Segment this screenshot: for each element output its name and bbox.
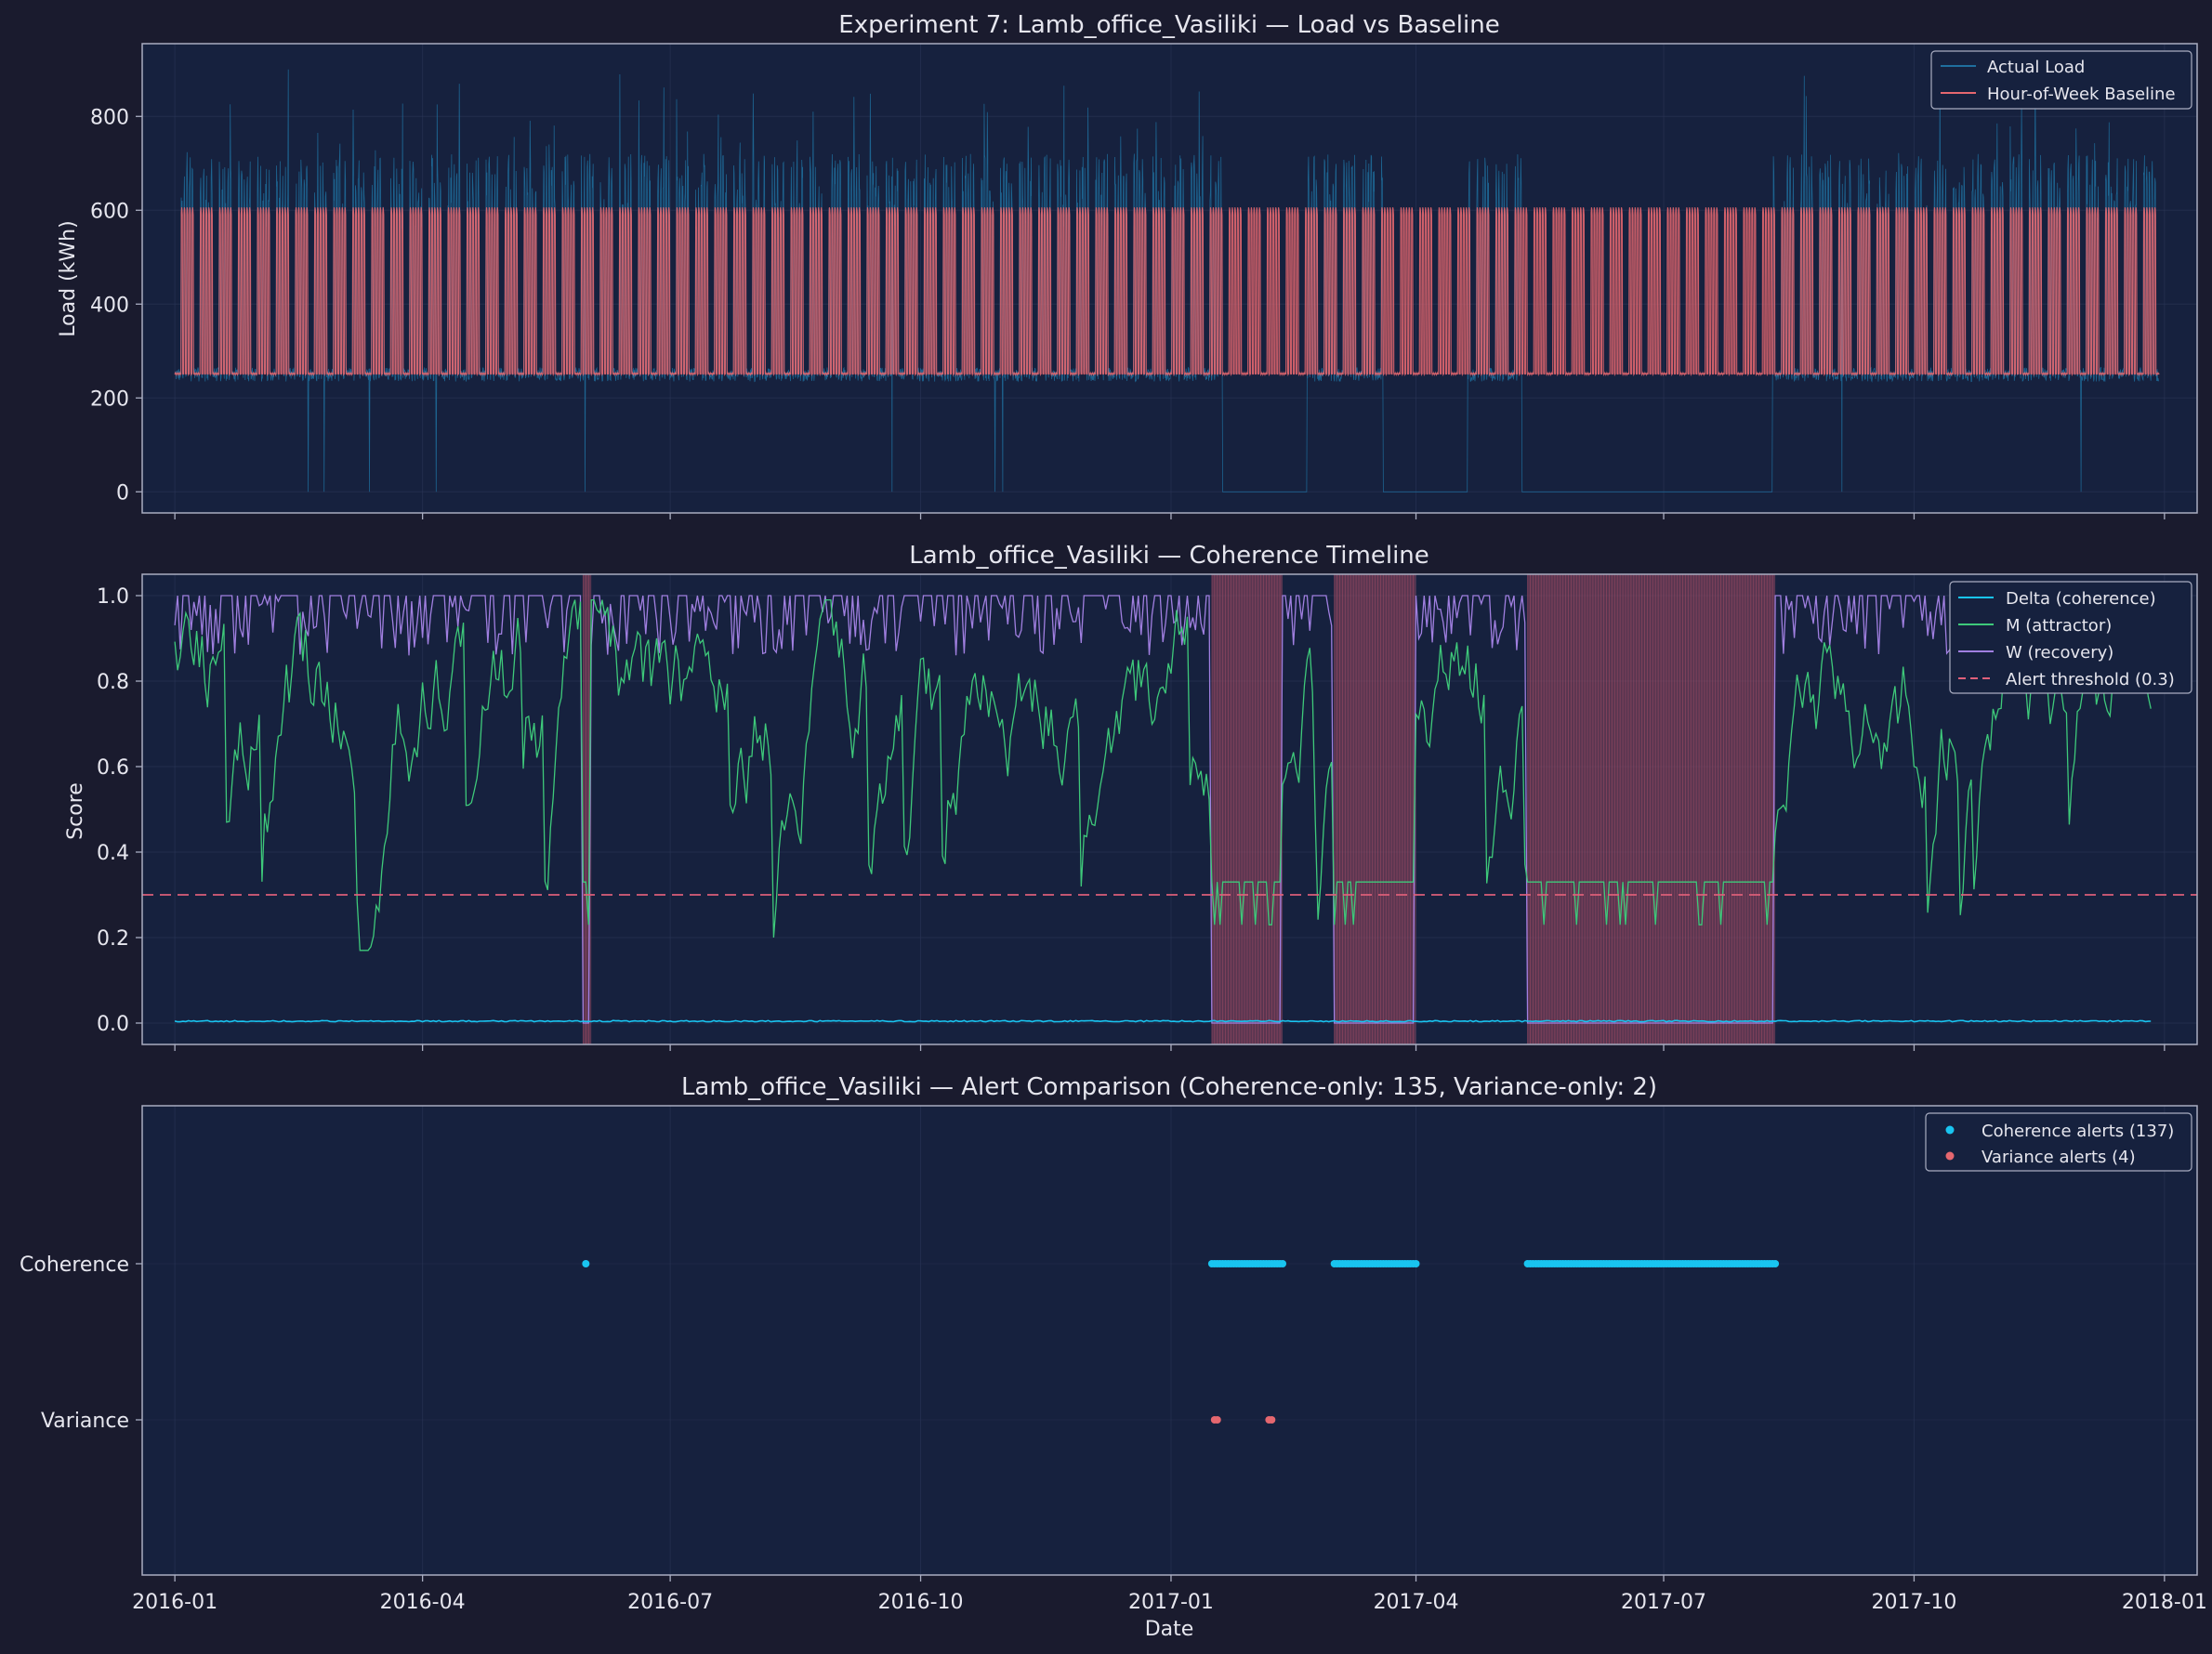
load-plot-area [174,65,2160,492]
alerts-legend-box [1925,1112,2192,1172]
y-tick-label: 600 [90,200,129,223]
y-tick-label: 200 [90,387,129,411]
load-y-axis-label: Load (kWh) [57,220,80,336]
coherence-alert-point [1279,1260,1287,1267]
coherence-alerts-legend-swatch [1945,1125,1955,1135]
delta-legend-label: Delta (coherence) [2006,589,2156,609]
y-tick-label: Variance [41,1410,129,1433]
y-tick-label: 0.2 [97,927,129,951]
baseline-legend-label: Hour-of-Week Baseline [1987,85,2176,104]
x-tick-label: 2017-10 [1871,1591,1956,1614]
alert-period-band [1527,574,1776,1044]
x-tick-label: 2018-01 [2122,1591,2207,1614]
alerts-chart-title: Lamb_office_Vasiliki — Alert Comparison … [681,1073,1657,1101]
load-legend-box [1930,50,2192,110]
threshold-legend-label: Alert threshold (0.3) [2006,670,2175,689]
alerts-x-ticks: 2016-01 2016-04 2016-07 2016-10 2017-01 2017-… [132,1575,2207,1614]
alerts-axes-frame [141,1105,2198,1576]
coherence-y-axis-label: Score [64,782,87,840]
y-tick-label: 0 [116,481,129,505]
coherence-x-ticks [174,1044,2166,1051]
coherence-legend-box [1949,581,2192,694]
y-tick-label: 0.4 [97,842,129,865]
load-y-ticks: 0 200 400 600 800 [90,106,142,505]
coherence-axes-background [142,574,2197,1044]
actual-load-legend-label: Actual Load [1987,58,2085,77]
variance-alerts-legend-swatch [1945,1151,1955,1161]
coherence-plot-area [142,593,2197,1024]
coherence-legend: Delta (coherence) M (attractor) W (recov… [1949,581,2192,694]
alerts-grid [142,1106,2197,1575]
coherence-alerts-legend-label: Coherence alerts (137) [1982,1122,2174,1141]
w-recovery-line [174,593,2152,1024]
x-tick-label: 2017-01 [1128,1591,1214,1614]
coherence-y-ticks: 0.0 0.2 0.4 0.6 0.8 1.0 [97,585,142,1036]
variance-alert-point [1268,1416,1276,1424]
coherence-alert-point [1771,1260,1780,1267]
load-x-ticks [174,513,2166,519]
x-tick-label: 2016-01 [132,1591,217,1614]
alerts-y-ticks: Coherence Variance [20,1254,142,1433]
x-tick-label: 2017-07 [1621,1591,1706,1614]
y-tick-label: 1.0 [97,585,129,609]
y-tick-label: 0.6 [97,756,129,780]
x-tick-label: 2016-04 [380,1591,466,1614]
variance-alerts-legend-label: Variance alerts (4) [1982,1148,2136,1167]
alerts-plot-area [582,1260,1780,1424]
x-axis-label: Date [1145,1618,1194,1641]
y-tick-label: 0.0 [97,1013,129,1036]
load-axes-frame [141,43,2198,514]
panel-coherence: 0.0 0.2 0.4 0.6 0.8 1.0 Lamb_office_Vasiliki … [64,542,2198,1051]
delta-coherence-line [174,1019,2152,1023]
m-attractor-line [174,598,2152,952]
y-tick-label: 0.8 [97,671,129,694]
x-tick-label: 2016-10 [878,1591,964,1614]
coherence-alert-bands [582,574,1776,1044]
m-attractor-legend-label: M (attractor) [2006,616,2112,636]
coherence-alert-point [582,1260,590,1267]
y-tick-label: 800 [90,106,129,129]
load-legend: Actual Load Hour-of-Week Baseline [1930,50,2192,110]
y-tick-label: Coherence [20,1254,129,1277]
w-recovery-legend-label: W (recovery) [2006,643,2113,663]
alert-period-band [583,574,592,1044]
baseline-line [174,207,2160,377]
alerts-axes-background [142,1106,2197,1575]
load-chart-title: Experiment 7: Lamb_office_Vasiliki — Loa… [838,11,1499,39]
variance-alert-point [1213,1416,1221,1424]
panel-load: 0 200 400 600 800 Experiment 7: Lamb_office_… [57,11,2198,519]
load-grid [142,44,2197,513]
x-tick-label: 2017-04 [1374,1591,1459,1614]
load-axes-background [142,44,2197,513]
alerts-legend: Coherence alerts (137) Variance alerts (… [1925,1112,2192,1172]
coherence-chart-title: Lamb_office_Vasiliki — Coherence Timelin… [909,542,1429,570]
y-tick-label: 400 [90,294,129,317]
x-tick-label: 2016-07 [627,1591,713,1614]
coherence-alert-point [1412,1260,1420,1267]
coherence-axes-frame [141,573,2198,1045]
